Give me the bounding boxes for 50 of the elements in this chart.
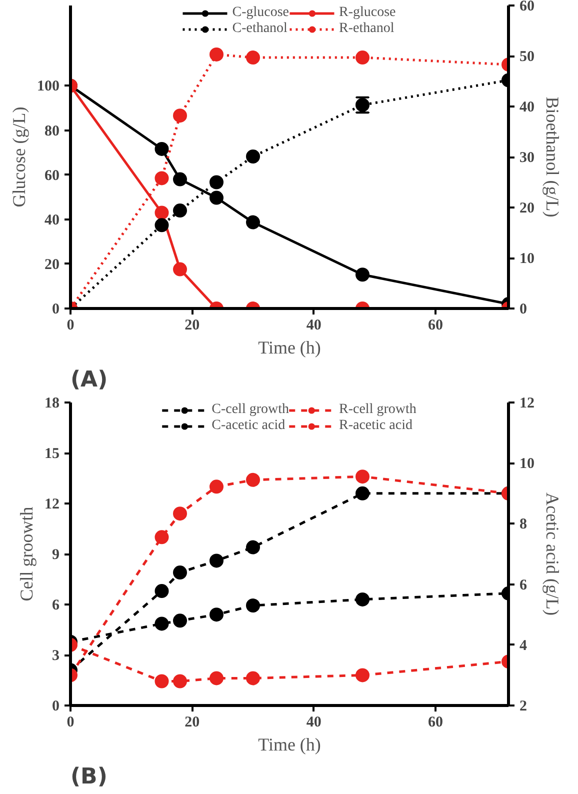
x-tick-label: 20 [184,318,200,334]
legend-label: R-acetic acid [339,418,412,434]
y2-tick-label: 20 [520,200,534,216]
y2-tick-label: 2 [520,698,527,714]
x-tick-label: 0 [66,318,74,334]
legend-label: R-ethanol [339,21,394,37]
y-tick-label: 0 [52,302,60,318]
y-tick-label: 3 [52,648,60,664]
y-tick-label: 12 [44,496,60,512]
y-tick-label: 40 [44,212,60,228]
y2-axis-title: Bioethanol (g/L) [542,96,562,218]
text: (B) [70,764,108,790]
y2-tick-label: 4 [520,638,528,654]
y-tick-label: 60 [44,168,60,184]
x-axis-title: Time (h) [258,734,321,754]
legend-label: R-cell growth [339,402,416,418]
legend-label: C-cell growth [212,402,289,418]
y2-tick-label: 30 [520,150,534,166]
legend-label: R-glucose [339,5,396,21]
y-tick-label: 9 [52,547,60,563]
x-tick-label: 40 [306,714,322,730]
x-tick-label: 60 [428,714,443,730]
y2-tick-label: 0 [520,302,527,318]
y2-tick-label: 6 [520,577,528,594]
legend-label: C-glucose [232,5,289,21]
y-axis-title: Glucose (g/L) [9,106,29,208]
y-axis-title: Cell groowth [16,506,36,602]
x-tick-label: 60 [428,318,443,334]
y-tick-label: 0 [52,698,60,714]
y2-tick-label: 8 [520,516,527,533]
y-tick-label: 15 [44,446,60,462]
y-tick-label: 80 [44,123,60,140]
legend-label: C-acetic acid [212,418,286,434]
x-tick-label: 0 [66,714,74,730]
y2-tick-label: 10 [520,251,534,267]
legend-label: C-ethanol [232,21,288,37]
y2-tick-label: 40 [520,100,534,116]
y2-tick-label: 50 [520,49,534,65]
x-axis-title: Time (h) [258,338,321,358]
y-tick-label: 18 [44,396,60,412]
text: (A) [70,368,108,392]
y2-tick-label: 12 [520,396,534,412]
y-tick-label: 20 [44,256,60,273]
y2-axis-title: Acetic acid (g/L) [542,492,562,616]
x-tick-label: 40 [306,318,322,334]
y-tick-label: 6 [52,598,60,614]
y2-tick-label: 10 [520,456,534,472]
x-tick-label: 20 [184,714,200,730]
y-tick-label: 100 [37,78,60,95]
y2-tick-label: 60 [520,0,534,14]
